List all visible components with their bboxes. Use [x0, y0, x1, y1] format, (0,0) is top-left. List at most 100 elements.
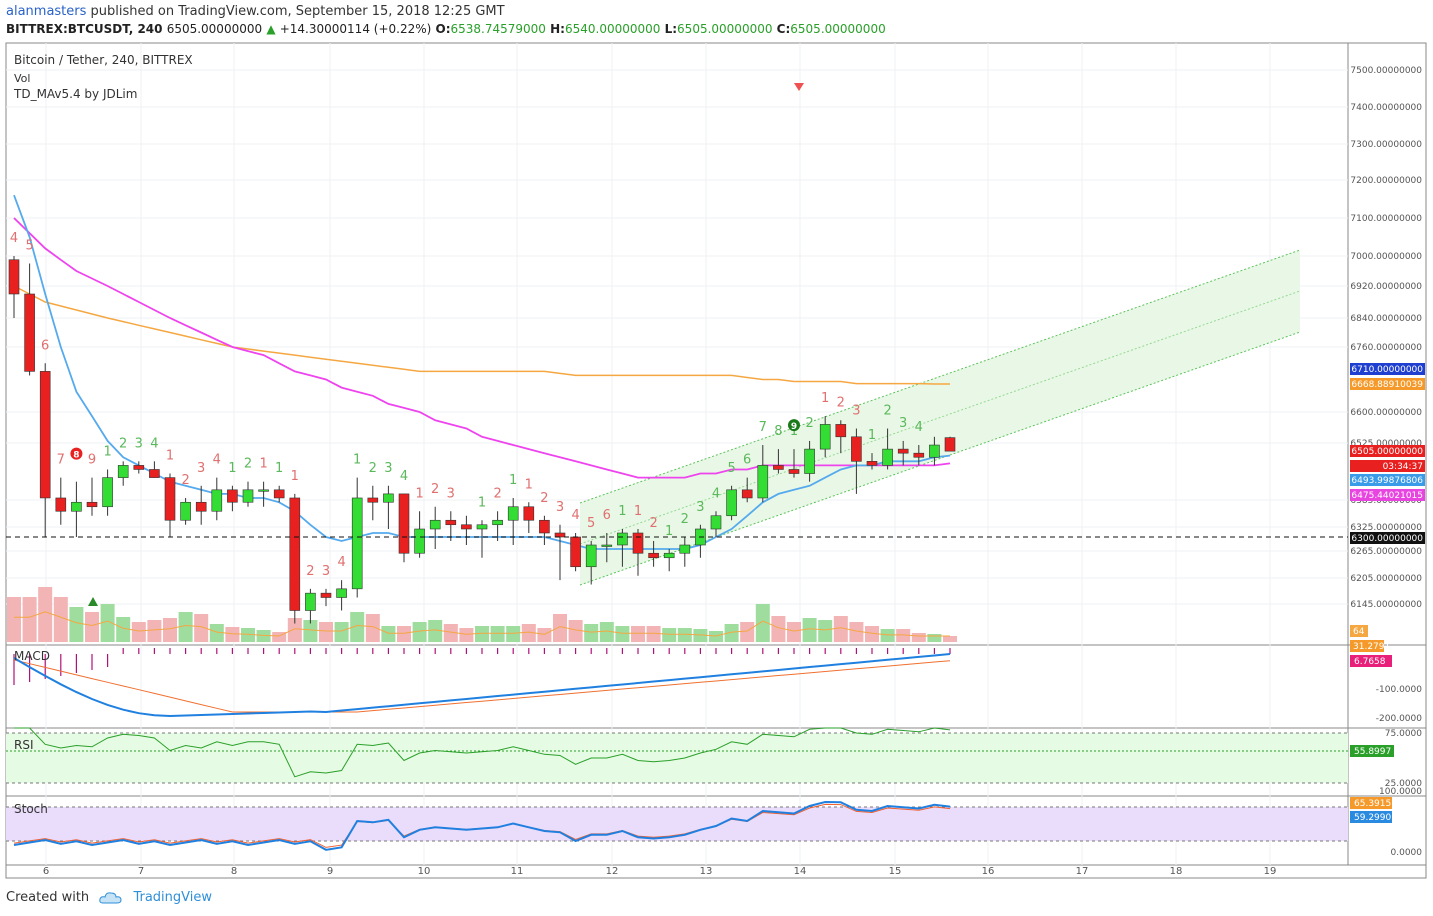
candle-body [944, 437, 956, 452]
td-count-label: 1 [259, 457, 267, 472]
candle-body [289, 497, 301, 611]
candle-body [320, 592, 332, 598]
author-link[interactable]: alanmasters [6, 4, 87, 19]
volume-bar [365, 614, 380, 642]
td-count-label: 1 [821, 391, 829, 406]
volume-bar [818, 620, 833, 642]
stoch-tag-bg [1350, 811, 1392, 823]
td-count-label: 4 [150, 436, 158, 451]
price-tick-label: 7100.00000000 [1350, 214, 1422, 224]
rsi-tag-label: 55.8997 [1354, 747, 1391, 757]
candle-body [554, 532, 566, 538]
td-count-label: 7 [759, 420, 767, 435]
td-count-label: 1 [415, 486, 423, 501]
td-count-label: 1 [665, 524, 673, 539]
td-count-label: 3 [384, 461, 392, 476]
td-count-label: 9 [88, 453, 96, 468]
volume-bar [256, 630, 271, 642]
td-count-label: 4 [213, 453, 221, 468]
time-tick-label: 18 [1170, 866, 1183, 877]
td-count-label: 3 [322, 564, 330, 579]
volume-bar [677, 628, 692, 642]
rsi-tag-bg [1350, 745, 1394, 757]
candle-body [461, 524, 472, 530]
indicator-label: TD_MAv5.4 by JDLim [13, 87, 137, 101]
price-tick-label: 6205.00000000 [1350, 574, 1422, 584]
td-count-label: 2 [181, 473, 189, 488]
volume-bar [802, 618, 817, 642]
candle-body [383, 493, 394, 503]
candle-body [414, 528, 425, 554]
td-count-label: 3 [899, 416, 907, 431]
td-8-marker-icon [70, 447, 83, 460]
volume-tag-label: 64 [1353, 627, 1365, 637]
candle-body [773, 465, 784, 470]
time-tick-label: 13 [700, 866, 713, 877]
volume-bar [615, 626, 630, 642]
volume-bar [397, 626, 411, 642]
candle-body [242, 489, 254, 503]
candle-body [24, 293, 35, 372]
volume-bar [943, 636, 957, 642]
volume-bar [693, 629, 708, 642]
macd-tick-label: -200.0000 [1376, 714, 1422, 724]
price-tag-label: 6668.88910039 [1351, 380, 1423, 390]
volume-bar [319, 622, 333, 642]
candle-body [757, 465, 769, 499]
volume-bar [194, 614, 209, 642]
volume-bar [225, 627, 240, 642]
volume-bar [787, 622, 801, 642]
td-count-label: 1 [353, 453, 361, 468]
candle-body [39, 371, 51, 499]
tradingview-brand-link[interactable]: TradingView [133, 890, 212, 905]
td-count-label: 1 [868, 428, 876, 443]
macd-tag-bg [1350, 655, 1392, 667]
candle-body [117, 465, 129, 478]
volume-bar [100, 604, 115, 642]
volume-bar [724, 624, 739, 642]
stoch-label: Stoch [14, 802, 48, 816]
td-count-label: 3 [197, 461, 205, 476]
price-tag-bg [1350, 445, 1425, 457]
time-tick-label: 8 [231, 866, 237, 877]
candle-body [804, 448, 815, 474]
channel-upper [579, 249, 1301, 504]
volume-bar [880, 629, 895, 642]
volume-tag-label: 31.2791 [1353, 642, 1390, 652]
td-count-label: 5 [727, 461, 735, 476]
open-label: O: [435, 22, 451, 36]
td-count-label: 4 [712, 486, 720, 501]
volume-bar [490, 626, 505, 642]
low-value: 6505.00000000 [677, 22, 773, 36]
volume-bar [350, 612, 365, 642]
volume-bar [740, 622, 755, 642]
volume-bar [163, 618, 177, 642]
time-tick-label: 16 [982, 866, 995, 877]
td-count-label: 1 [618, 504, 626, 519]
candle-body [617, 532, 628, 546]
time-tick-label: 14 [794, 866, 807, 877]
volume-bar [631, 626, 645, 642]
candle-body [648, 552, 659, 559]
volume-bar [662, 628, 677, 642]
volume-bar [646, 626, 661, 642]
volume-bar [412, 622, 427, 642]
price-tick-label: 6600.00000000 [1350, 408, 1422, 418]
candle-body [429, 519, 441, 530]
volume-bar [896, 629, 911, 642]
up-arrow-icon: ▲ [266, 22, 276, 36]
volume-bar [833, 616, 848, 642]
volume-bar [131, 622, 146, 642]
volume-bar [178, 612, 193, 642]
td-count-label: 3 [852, 404, 860, 419]
candle-body [851, 436, 862, 462]
td-8-marker-label: 8 [73, 451, 79, 461]
volume-bar [599, 622, 614, 642]
time-tick-label: 7 [138, 866, 144, 877]
candle-body [211, 489, 223, 512]
td-count-label: 4 [10, 231, 18, 246]
candle-body [601, 544, 613, 547]
volume-bar [22, 597, 37, 642]
symbol-label[interactable]: BITTREX:BTCUSDT, 240 [6, 22, 163, 36]
